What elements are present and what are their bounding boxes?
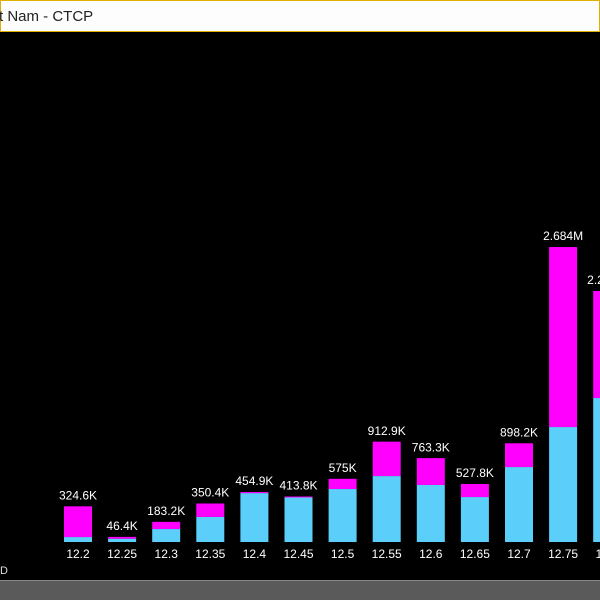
total-label: 898.2K bbox=[500, 425, 538, 439]
bar-segment bbox=[240, 492, 269, 494]
bar-segment bbox=[196, 503, 225, 517]
x-tick-label: 12.45 bbox=[283, 547, 313, 561]
bar-segment bbox=[196, 516, 225, 542]
bar-segment bbox=[460, 497, 489, 542]
total-label: 454.9K bbox=[235, 474, 273, 488]
bar-segment bbox=[108, 538, 137, 542]
x-tick-label: 12.35 bbox=[195, 547, 225, 561]
x-tick-label: 12.55 bbox=[372, 547, 402, 561]
chart: 324.6K 12.2 46.4K 12.25 183.2K 12.3 350.4K 12.3… bbox=[59, 229, 600, 561]
title-bar: t Nam - CTCP bbox=[0, 0, 600, 32]
bar-segment bbox=[416, 458, 445, 485]
bar-segment bbox=[328, 489, 357, 542]
total-label: 324.6K bbox=[59, 488, 97, 502]
bar-segment bbox=[240, 493, 269, 542]
bar-segment bbox=[416, 484, 445, 542]
x-tick-label: 12.3 bbox=[155, 547, 179, 561]
window-title: t Nam - CTCP bbox=[0, 7, 94, 25]
bar-segment bbox=[505, 443, 533, 468]
x-tick-label: 12.2 bbox=[66, 547, 90, 561]
x-tick-label: 12.4 bbox=[243, 547, 267, 561]
x-tick-label: 12.7 bbox=[507, 547, 531, 561]
total-label: 46.4K bbox=[106, 519, 137, 533]
bar-segment bbox=[372, 441, 401, 477]
bar-segment bbox=[108, 536, 137, 539]
total-label: 2.284M bbox=[587, 273, 600, 287]
total-label: 527.8K bbox=[456, 466, 494, 480]
bar-segment bbox=[284, 497, 313, 542]
bottom-bar bbox=[0, 580, 600, 600]
x-tick-label: 12.8 bbox=[596, 547, 600, 561]
total-label: 2.684M bbox=[543, 229, 583, 243]
total-label: 912.9K bbox=[368, 424, 406, 438]
x-tick-label: 12.75 bbox=[548, 547, 578, 561]
total-label: 763.3K bbox=[412, 440, 450, 454]
bar-segment bbox=[460, 483, 489, 498]
bar-segment bbox=[284, 496, 313, 498]
bar-segment bbox=[593, 290, 600, 399]
bar-segment bbox=[152, 529, 181, 542]
bar-segment bbox=[549, 427, 578, 542]
bar-segment bbox=[64, 506, 92, 538]
bar-segment bbox=[152, 521, 181, 530]
x-tick-label: 12.5 bbox=[331, 547, 355, 561]
bar-segment bbox=[593, 398, 600, 542]
total-label: 350.4K bbox=[191, 486, 229, 500]
bar-segment bbox=[372, 476, 401, 542]
total-label: 183.2K bbox=[147, 504, 185, 518]
x-tick-label: 12.25 bbox=[107, 547, 137, 561]
total-label: 413.8K bbox=[279, 479, 317, 493]
bar-segment bbox=[505, 467, 533, 542]
status-text: D bbox=[0, 565, 8, 577]
bar-segment bbox=[549, 247, 578, 428]
bar-segment bbox=[328, 478, 357, 490]
total-label: 575K bbox=[329, 461, 357, 475]
x-tick-label: 12.65 bbox=[460, 547, 490, 561]
bar-segment bbox=[64, 537, 92, 542]
x-tick-label: 12.6 bbox=[419, 547, 443, 561]
